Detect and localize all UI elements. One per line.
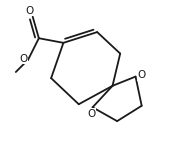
Text: O: O (25, 6, 33, 16)
Text: O: O (87, 109, 95, 119)
Text: O: O (137, 70, 145, 80)
Text: O: O (19, 54, 27, 64)
